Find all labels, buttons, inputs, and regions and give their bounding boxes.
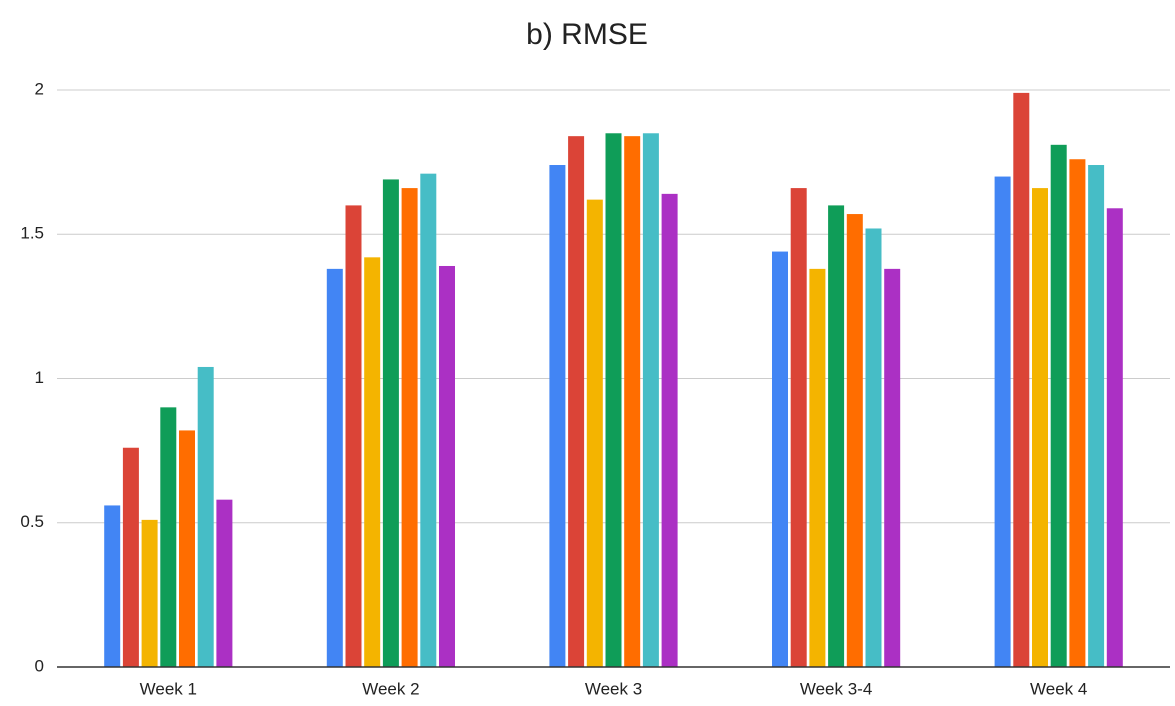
bar xyxy=(1013,92,1030,667)
bar xyxy=(1106,208,1123,667)
x-tick-label: Week 3 xyxy=(585,679,642,698)
bar xyxy=(122,447,139,667)
x-tick-label: Week 4 xyxy=(1030,679,1087,698)
bar xyxy=(568,136,585,667)
bar xyxy=(828,205,845,667)
y-tick-label: 2 xyxy=(35,79,44,98)
x-tick-label: Week 2 xyxy=(362,679,419,698)
bar xyxy=(884,268,901,667)
bar xyxy=(345,205,362,667)
bar xyxy=(605,133,622,667)
bar xyxy=(865,228,882,668)
y-tick-label: 0 xyxy=(35,656,44,675)
bar xyxy=(549,165,566,667)
y-tick-label: 0.5 xyxy=(20,512,44,531)
bar xyxy=(160,407,177,667)
x-tick-label: Week 3-4 xyxy=(800,679,872,698)
bar xyxy=(642,133,659,667)
bar xyxy=(364,257,381,667)
x-tick-label: Week 1 xyxy=(140,679,197,698)
bar xyxy=(179,430,195,667)
bar xyxy=(216,499,233,667)
bar xyxy=(439,265,455,667)
bar xyxy=(1032,188,1048,667)
bar xyxy=(1050,144,1067,667)
bar xyxy=(809,268,826,667)
bar xyxy=(790,188,807,667)
bar xyxy=(661,193,678,668)
chart-title: b) RMSE xyxy=(526,18,648,51)
bar xyxy=(141,519,158,667)
bar xyxy=(586,199,603,667)
bar xyxy=(846,214,863,667)
bar xyxy=(382,179,399,667)
bar xyxy=(994,176,1011,668)
bar xyxy=(624,136,641,667)
bar xyxy=(772,251,788,667)
y-tick-label: 1.5 xyxy=(20,224,44,243)
bar xyxy=(1069,159,1086,668)
bar xyxy=(197,366,214,667)
y-tick-label: 1 xyxy=(35,368,44,387)
bar xyxy=(326,268,343,667)
bar xyxy=(1088,165,1105,667)
bar xyxy=(420,173,437,668)
bar xyxy=(401,188,418,667)
bar xyxy=(104,505,121,667)
